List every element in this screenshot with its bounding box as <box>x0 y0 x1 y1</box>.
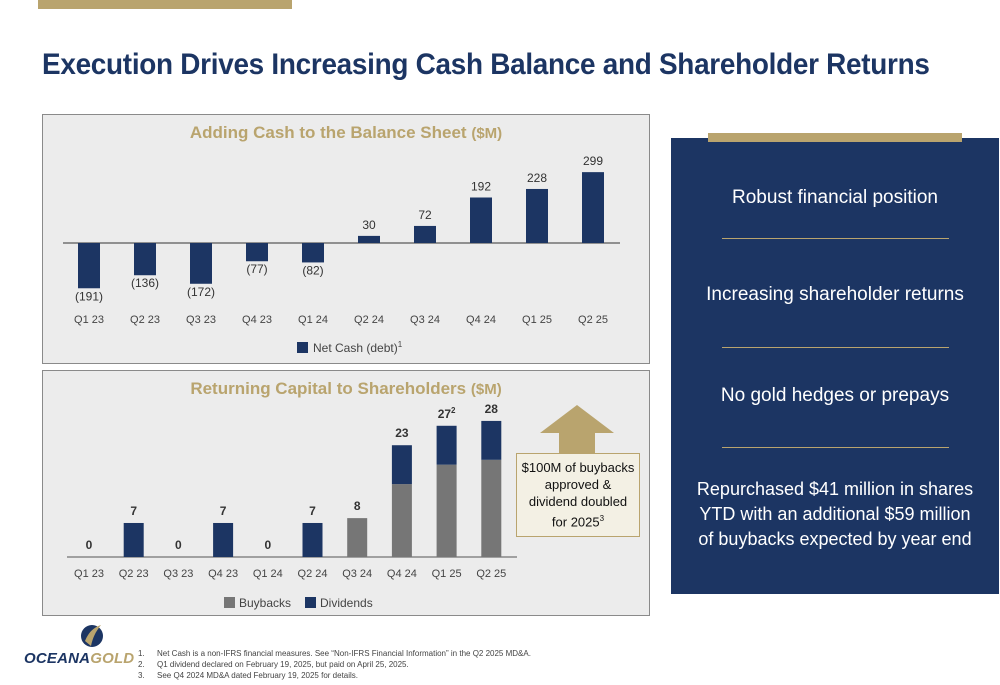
highlight-divider <box>722 238 949 239</box>
shareholder-returns-chart: Returning Capital to Shareholders ($M) 0 Q… <box>67 379 517 610</box>
top-accent-bar <box>38 0 292 9</box>
x-tick-label: Q2 25 <box>578 314 608 326</box>
data-label: (82) <box>302 263 323 277</box>
legend-swatch <box>224 597 235 608</box>
total-label: 7 <box>130 504 137 518</box>
x-tick-label: Q2 24 <box>298 568 328 580</box>
bar-net-cash <box>414 225 436 243</box>
x-tick-label: Q3 24 <box>410 314 440 326</box>
footnote-item: 3. See Q4 2024 MD&A dated February 19, 20… <box>138 671 359 680</box>
bar-dividends <box>123 522 144 557</box>
bar-dividends <box>213 522 234 557</box>
footnote-item: 2. Q1 dividend declared on February 19, 2… <box>138 660 409 669</box>
x-tick-label: Q3 23 <box>186 314 216 326</box>
data-label: (191) <box>75 289 103 303</box>
data-label: (172) <box>187 285 215 299</box>
highlight-shareholder-returns: Increasing shareholder returns <box>706 284 964 305</box>
x-tick-label: Q1 24 <box>298 314 328 326</box>
total-label: 0 <box>86 538 93 552</box>
total-label: 272 <box>438 406 456 421</box>
net-cash-chart-panel: Adding Cash to the Balance Sheet ($M) (19… <box>42 114 650 364</box>
bar-buybacks <box>391 484 412 557</box>
shareholder-returns-chart-panel: Returning Capital to Shareholders ($M) 0 Q… <box>42 370 650 616</box>
slide-title: Execution Drives Increasing Cash Balance… <box>42 48 930 81</box>
total-label: 0 <box>175 538 182 552</box>
bar-dividends <box>391 445 412 485</box>
legend-swatch <box>297 342 308 353</box>
bar-dividends <box>302 522 323 557</box>
x-tick-label: Q4 24 <box>466 314 496 326</box>
bar-buybacks <box>347 518 368 557</box>
x-tick-label: Q1 25 <box>432 568 462 580</box>
bar-buybacks <box>436 464 457 557</box>
legend-swatch <box>305 597 316 608</box>
total-label: 23 <box>395 426 409 440</box>
x-tick-label: Q3 23 <box>163 568 193 580</box>
data-label: (136) <box>131 276 159 290</box>
highlights-panel: Robust financial position Increasing sha… <box>671 138 999 594</box>
total-label: 7 <box>309 504 316 518</box>
chart-title: Adding Cash to the Balance Sheet ($M) <box>190 123 502 142</box>
bar-buybacks <box>481 459 502 557</box>
bar-net-cash <box>582 172 604 243</box>
bar-net-cash <box>134 243 156 276</box>
data-label: 228 <box>527 171 547 185</box>
x-tick-label: Q2 23 <box>119 568 149 580</box>
company-logo: OCEANAGOLD <box>24 621 134 669</box>
logo-wordmark: OCEANAGOLD <box>24 650 135 667</box>
x-tick-label: Q4 23 <box>208 568 238 580</box>
bar-net-cash <box>358 235 380 243</box>
total-label: 28 <box>485 402 499 416</box>
x-tick-label: Q2 23 <box>130 314 160 326</box>
bar-net-cash <box>302 243 324 263</box>
data-label: 72 <box>418 208 432 222</box>
x-tick-label: Q1 24 <box>253 568 283 580</box>
x-tick-label: Q1 25 <box>522 314 552 326</box>
data-label: 30 <box>362 218 376 232</box>
total-label: 8 <box>354 499 361 513</box>
logo-mark-icon <box>81 625 103 647</box>
chart-title: Returning Capital to Shareholders ($M) <box>190 379 501 398</box>
callout-text: $100M of buybacks approved & dividend do… <box>521 460 635 530</box>
total-label: 0 <box>264 538 271 552</box>
net-cash-chart: Adding Cash to the Balance Sheet ($M) (19… <box>63 123 620 355</box>
x-tick-label: Q1 23 <box>74 568 104 580</box>
highlight-repurchase: Repurchased $41 million in shares YTD wi… <box>696 479 974 549</box>
highlight-divider <box>722 347 949 348</box>
total-label: 7 <box>220 504 227 518</box>
x-tick-label: Q3 24 <box>342 568 372 580</box>
bar-dividends <box>436 425 457 465</box>
legend-label: Buybacks <box>239 596 291 610</box>
x-tick-label: Q1 23 <box>74 314 104 326</box>
highlight-financial-position: Robust financial position <box>732 187 938 208</box>
x-tick-label: Q4 24 <box>387 568 417 580</box>
highlights-accent-bar <box>708 133 962 142</box>
footnote-item: 1. Net Cash is a non-IFRS financial measu… <box>138 649 531 658</box>
legend-label: Net Cash (debt)1 <box>313 340 403 355</box>
data-label: 299 <box>583 154 603 168</box>
data-label: 192 <box>471 179 491 193</box>
bar-net-cash <box>190 243 212 284</box>
legend-label: Dividends <box>320 596 373 610</box>
x-tick-label: Q2 25 <box>476 568 506 580</box>
bar-net-cash <box>246 243 268 262</box>
buyback-callout: $100M of buybacks approved & dividend do… <box>516 453 640 537</box>
bar-net-cash <box>526 188 548 243</box>
bar-dividends <box>481 420 502 460</box>
footnotes: 1. Net Cash is a non-IFRS financial measu… <box>138 648 531 681</box>
highlight-divider <box>722 447 949 448</box>
highlight-no-hedges: No gold hedges or prepays <box>720 385 950 406</box>
data-label: (77) <box>246 262 267 276</box>
x-tick-label: Q2 24 <box>354 314 384 326</box>
x-tick-label: Q4 23 <box>242 314 272 326</box>
up-arrow-icon <box>540 405 614 455</box>
bar-net-cash <box>78 243 100 289</box>
bar-net-cash <box>470 197 492 243</box>
callout-footnote-ref: 3 <box>599 514 605 524</box>
